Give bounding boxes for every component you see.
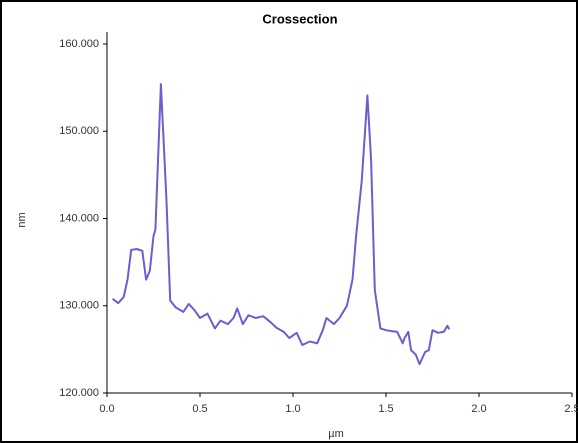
x-tick-label: 1.5: [378, 403, 393, 415]
y-axis-label: nm: [16, 212, 28, 227]
y-tick-label: 130.000: [59, 300, 99, 312]
y-tick-label: 140.000: [59, 212, 99, 224]
y-tick-label: 120.000: [59, 387, 99, 399]
y-tick-label: 150.000: [59, 125, 99, 137]
x-tick-label: 1.0: [285, 403, 300, 415]
y-tick-label: 160.000: [59, 38, 99, 50]
x-tick-label: 0.5: [192, 403, 207, 415]
x-tick-label: 2.5: [564, 403, 578, 415]
x-axis-label: µm: [328, 428, 344, 440]
x-tick-label: 0.0: [99, 403, 114, 415]
data-line: [111, 83, 451, 366]
x-tick-label: 2.0: [471, 403, 486, 415]
chart-title: Crossection: [262, 11, 337, 26]
